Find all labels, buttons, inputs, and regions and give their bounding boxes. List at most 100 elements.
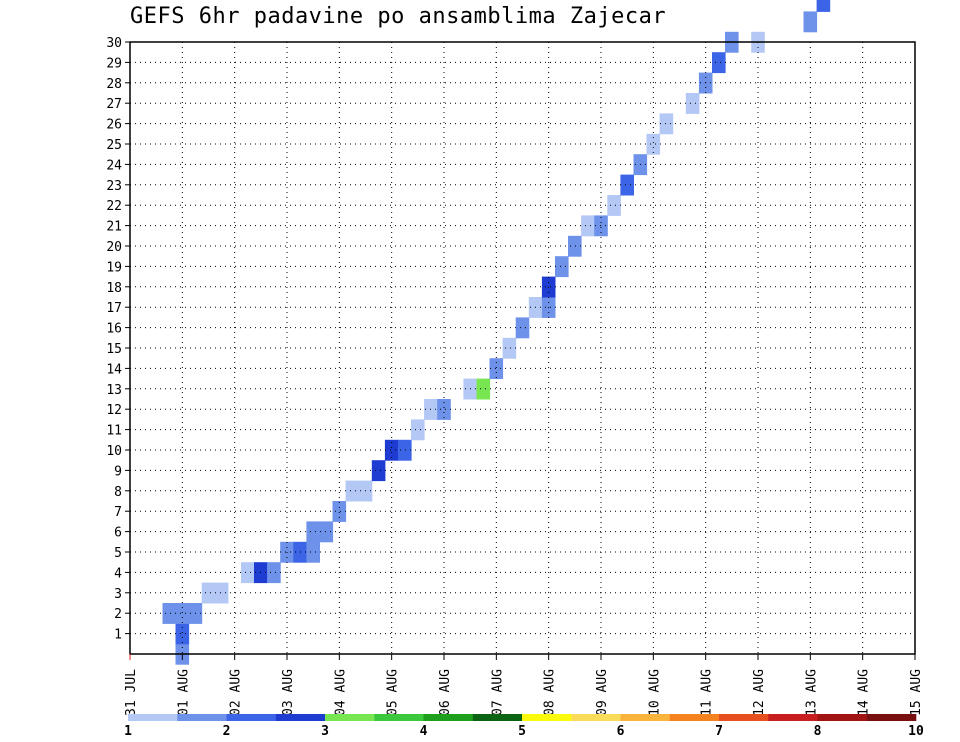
legend-label: 7 — [715, 724, 723, 739]
legend-color-swatch — [128, 714, 178, 721]
legend-label: 6 — [617, 724, 625, 739]
data-cell — [319, 521, 334, 543]
data-cell — [345, 480, 360, 502]
y-tick-label: 29 — [106, 56, 122, 71]
y-tick-label: 18 — [106, 281, 122, 296]
legend-color-swatch — [423, 714, 473, 721]
x-tick-label: 10 AUG — [647, 669, 662, 716]
legend-color-swatch — [325, 714, 375, 721]
legend-color-swatch — [522, 714, 572, 721]
y-tick-label: 7 — [114, 505, 122, 520]
data-cell — [332, 501, 347, 522]
x-tick-label: 05 AUG — [386, 669, 401, 716]
data-cell — [659, 113, 674, 135]
legend-color-swatch — [472, 714, 523, 721]
data-cell — [803, 11, 818, 33]
y-tick-label: 4 — [114, 566, 122, 581]
y-tick-label: 8 — [114, 485, 122, 500]
x-tick-label: 06 AUG — [438, 669, 453, 716]
y-tick-label: 20 — [106, 240, 122, 255]
data-cell — [489, 358, 504, 380]
data-cell — [607, 195, 621, 216]
y-tick-label: 30 — [106, 36, 122, 51]
x-tick-label: 15 AUG — [909, 669, 924, 716]
chart-title: GEFS 6hr padavine po ansamblima Zajecar — [130, 4, 667, 29]
data-cell — [384, 439, 399, 461]
y-tick-label: 22 — [106, 199, 122, 214]
legend-layer: 1234567810121520 — [124, 714, 924, 739]
y-tick-label: 16 — [106, 322, 122, 337]
data-cell — [555, 256, 569, 278]
y-tick-label: 15 — [106, 342, 122, 357]
grid-layer — [130, 42, 915, 654]
legend-label: 10 — [908, 724, 924, 739]
legend-color-swatch — [817, 714, 867, 721]
data-cell — [620, 174, 634, 196]
legend-color-swatch — [669, 714, 720, 721]
y-tick-label: 19 — [106, 260, 122, 275]
x-tick-label: 31 JUL — [124, 669, 139, 716]
legend-label: 2 — [223, 724, 231, 739]
y-tick-label: 26 — [106, 118, 122, 133]
data-cell — [502, 337, 517, 359]
data-cell — [398, 439, 412, 461]
y-tick-label: 17 — [106, 301, 122, 316]
legend-color-swatch — [719, 714, 769, 721]
legend-color-swatch — [275, 714, 326, 721]
data-cell — [201, 582, 216, 604]
data-cell — [712, 52, 726, 74]
y-tick-label: 6 — [114, 526, 122, 541]
x-tick-label: 09 AUG — [595, 669, 610, 716]
legend-label: 3 — [321, 724, 329, 739]
axes-layer: 1234567891011121314151617181920212223242… — [106, 36, 924, 716]
cells-layer — [162, 0, 831, 665]
y-tick-label: 24 — [106, 158, 122, 173]
x-tick-label: 12 AUG — [752, 669, 767, 716]
y-tick-label: 2 — [114, 607, 122, 622]
legend-label: 8 — [814, 724, 822, 739]
data-cell — [306, 521, 320, 543]
y-tick-label: 21 — [106, 220, 122, 235]
legend-color-swatch — [620, 714, 670, 721]
data-cell — [306, 541, 320, 563]
data-cell — [685, 93, 700, 114]
data-cell — [646, 133, 661, 155]
legend-color-swatch — [374, 714, 424, 721]
data-cell — [437, 399, 451, 420]
legend-color-swatch — [571, 714, 621, 721]
x-tick-label: 04 AUG — [333, 669, 348, 716]
y-tick-label: 13 — [106, 383, 122, 398]
y-tick-label: 14 — [106, 362, 122, 377]
data-cell — [214, 582, 229, 604]
data-cell — [175, 623, 190, 645]
x-tick-label: 11 AUG — [700, 669, 715, 716]
data-cell — [241, 562, 255, 584]
x-tick-label: 14 AUG — [857, 669, 872, 716]
data-cell — [476, 378, 491, 400]
legend-label: 1 — [124, 724, 132, 739]
data-cell — [581, 215, 595, 237]
data-cell — [371, 460, 386, 482]
legend-color-swatch — [177, 714, 227, 721]
data-cell — [515, 317, 530, 339]
legend-label: 5 — [518, 724, 526, 739]
y-tick-label: 28 — [106, 77, 122, 92]
data-cell — [568, 235, 582, 257]
y-tick-label: 9 — [114, 464, 122, 479]
x-tick-label: 07 AUG — [490, 669, 505, 716]
legend-color-swatch — [768, 714, 818, 721]
data-cell — [816, 0, 831, 12]
data-cell — [162, 603, 177, 624]
x-tick-label: 01 AUG — [176, 669, 191, 716]
x-tick-label: 02 AUG — [229, 669, 244, 716]
y-tick-label: 12 — [106, 403, 122, 418]
y-tick-label: 27 — [106, 97, 122, 112]
legend-color-swatch — [866, 714, 917, 721]
y-tick-label: 10 — [106, 444, 122, 459]
data-cell — [267, 562, 281, 584]
y-tick-label: 3 — [114, 587, 122, 602]
data-cell — [175, 603, 190, 624]
y-tick-label: 25 — [106, 138, 122, 153]
y-tick-label: 11 — [106, 424, 122, 439]
